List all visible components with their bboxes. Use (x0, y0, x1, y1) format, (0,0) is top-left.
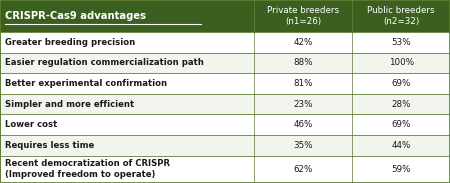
Text: 69%: 69% (392, 120, 411, 129)
Text: 100%: 100% (389, 58, 414, 67)
Text: 53%: 53% (392, 38, 411, 47)
Bar (0, 135, 450, 156)
Text: 42%: 42% (293, 38, 313, 47)
Text: 35%: 35% (293, 141, 313, 150)
Text: Public breeders
(n2=32): Public breeders (n2=32) (367, 6, 435, 26)
Text: 23%: 23% (293, 100, 313, 109)
Bar (0, 156, 450, 183)
Bar (0, 73, 450, 94)
Text: 28%: 28% (392, 100, 411, 109)
Text: 44%: 44% (392, 141, 411, 150)
Bar (0, 114, 450, 135)
Text: Simpler and more efficient: Simpler and more efficient (5, 100, 135, 109)
Text: CRISPR-Cas9 advantages: CRISPR-Cas9 advantages (5, 11, 146, 21)
Text: Lower cost: Lower cost (5, 120, 58, 129)
Text: Greater breeding precision: Greater breeding precision (5, 38, 135, 47)
Text: Easier regulation commercialization path: Easier regulation commercialization path (5, 58, 204, 67)
Text: Private breeders
(n1=26): Private breeders (n1=26) (267, 6, 339, 26)
Text: 59%: 59% (392, 165, 411, 174)
Text: Recent democratization of CRISPR
(Improved freedom to operate): Recent democratization of CRISPR (Improv… (5, 159, 171, 179)
Text: 88%: 88% (293, 58, 313, 67)
Text: 69%: 69% (392, 79, 411, 88)
Text: 46%: 46% (293, 120, 313, 129)
Bar (0, 94, 450, 114)
Bar (0, 32, 450, 53)
Text: Better experimental confirmation: Better experimental confirmation (5, 79, 167, 88)
Bar (0, 0, 450, 32)
Text: Requires less time: Requires less time (5, 141, 94, 150)
Text: 62%: 62% (293, 165, 313, 174)
Text: 81%: 81% (293, 79, 313, 88)
Bar (0, 53, 450, 73)
